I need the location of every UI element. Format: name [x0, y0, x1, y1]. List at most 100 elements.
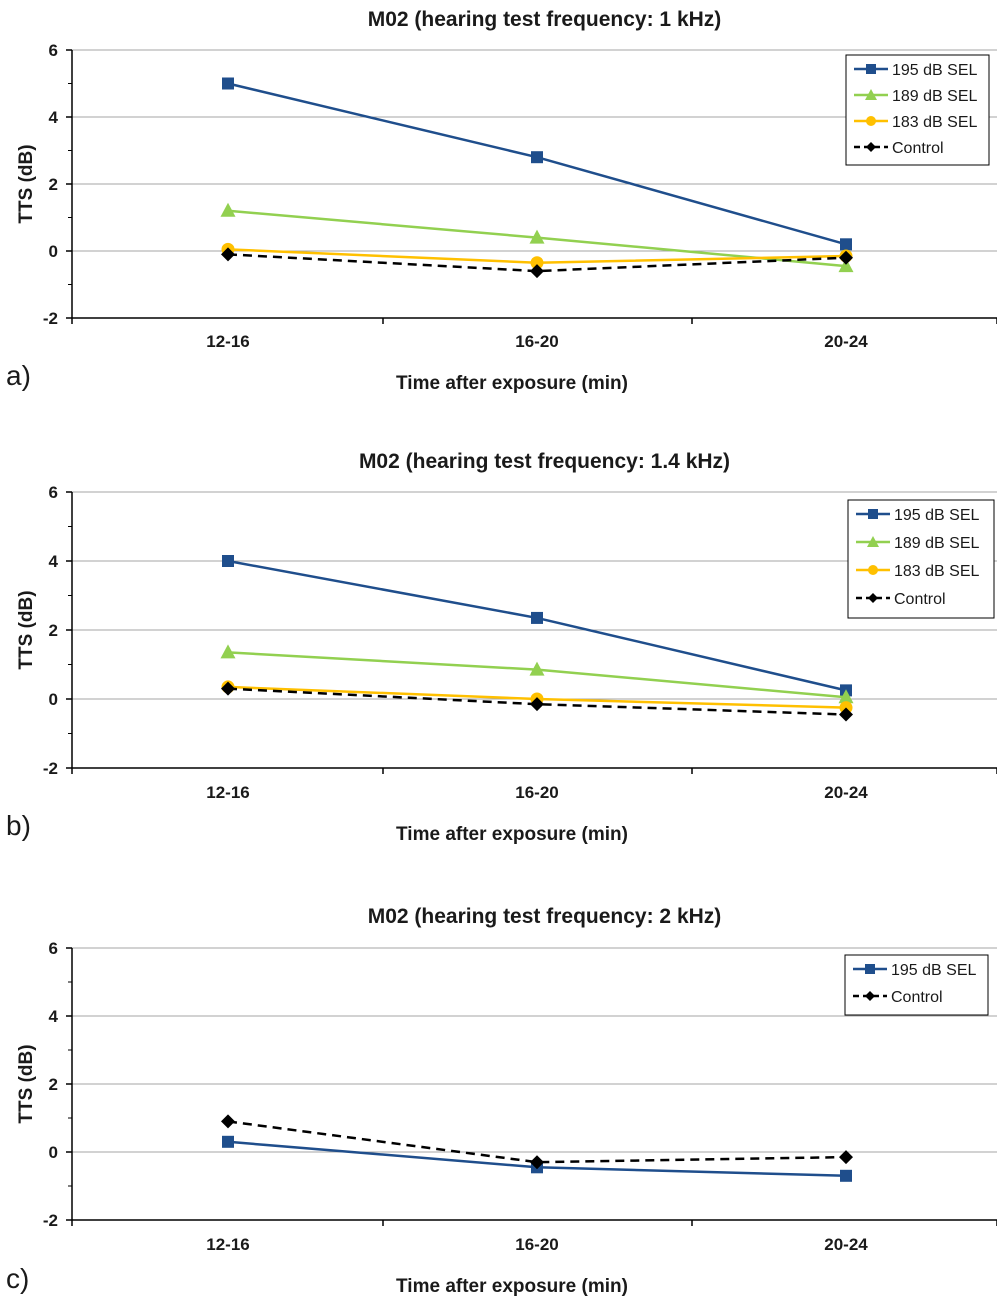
chart-title: M02 (hearing test frequency: 2 kHz): [368, 905, 722, 928]
data-point: [530, 1155, 544, 1170]
data-point: [220, 202, 236, 217]
legend-swatch-marker: [866, 142, 876, 152]
chart-title: M02 (hearing test frequency: 1.4 kHz): [359, 450, 730, 473]
data-point: [838, 689, 854, 704]
legend-label: 183 dB SEL: [894, 563, 980, 580]
legend-item: Control: [856, 591, 946, 608]
legend-label: 195 dB SEL: [891, 962, 977, 979]
chart-title: M02 (hearing test frequency: 1 kHz): [368, 8, 722, 31]
legend-item: 189 dB SEL: [854, 88, 978, 105]
data-point: [529, 229, 545, 244]
data-point: [220, 644, 236, 659]
data-point: [839, 250, 853, 265]
data-point: [531, 151, 543, 164]
data-point: [222, 555, 234, 567]
legend-item: Control: [853, 989, 943, 1006]
data-point: [839, 1150, 853, 1165]
data-point: [840, 238, 852, 251]
series-control: [221, 1114, 853, 1170]
y-tick-label: 0: [49, 1143, 58, 1162]
legend-item: 195 dB SEL: [853, 962, 977, 979]
legend-swatch-marker: [868, 509, 878, 519]
data-point: [222, 1135, 234, 1148]
series-line: [227, 1120, 847, 1164]
y-tick-label: 6: [49, 939, 58, 958]
panel-label: b): [6, 810, 31, 841]
series-control: [221, 681, 853, 722]
series-189-db-sel: [220, 202, 854, 273]
y-tick-label: 2: [49, 621, 58, 640]
x-tick-label: 16-20: [515, 332, 558, 351]
legend: 195 dB SEL Control: [844, 954, 989, 1016]
series-189-db-sel: [220, 644, 854, 704]
panel-label: c): [6, 1263, 29, 1294]
legend-item: Control: [854, 140, 944, 157]
legend-swatch-marker: [868, 565, 878, 575]
chart-svg: M02 (hearing test frequency: 1 kHz) -2 0 2 4…: [6, 8, 997, 394]
y-tick-label: -2: [43, 309, 58, 328]
series-195-db-sel: [222, 77, 852, 251]
chart-svg: M02 (hearing test frequency: 1.4 kHz) -2 0…: [6, 450, 997, 845]
data-point: [222, 77, 234, 90]
y-tick-label: 4: [49, 552, 59, 571]
x-tick-label: 16-20: [515, 1235, 558, 1254]
legend: 195 dB SEL 189 dB SEL 183 dB SEL Control: [847, 499, 995, 619]
legend-label: 189 dB SEL: [892, 88, 978, 105]
legend-item: 183 dB SEL: [854, 114, 978, 131]
x-tick-label: 12-16: [206, 1235, 249, 1254]
legend-item: 183 dB SEL: [856, 563, 980, 580]
y-tick-label: 4: [49, 1007, 59, 1026]
y-tick-label: -2: [43, 759, 58, 778]
panel-label: a): [6, 360, 31, 391]
legend-label: 189 dB SEL: [894, 535, 980, 552]
legend-label: 183 dB SEL: [892, 114, 978, 131]
x-tick-label: 16-20: [515, 783, 558, 802]
y-axis-label: TTS (dB): [16, 590, 37, 669]
y-axis-label: TTS (dB): [16, 1044, 37, 1123]
legend-label: Control: [892, 140, 944, 157]
legend-swatch-marker: [866, 64, 876, 74]
y-tick-label: -2: [43, 1211, 58, 1230]
legend-label: Control: [894, 591, 946, 608]
legend-label: Control: [891, 989, 943, 1006]
y-tick-label: 6: [49, 483, 58, 502]
series-line: [227, 687, 847, 716]
x-tick-label: 20-24: [824, 783, 868, 802]
data-point: [839, 707, 853, 722]
data-point: [530, 264, 544, 279]
x-tick-label: 12-16: [206, 332, 249, 351]
series-control: [221, 247, 853, 279]
y-tick-label: 2: [49, 1075, 58, 1094]
legend-label: 195 dB SEL: [892, 62, 978, 79]
legend-swatch-marker: [865, 89, 877, 100]
legend-swatch-marker: [865, 964, 875, 974]
legend-item: 189 dB SEL: [856, 535, 980, 552]
x-axis-label: Time after exposure (min): [396, 1276, 628, 1297]
data-point: [529, 661, 545, 676]
legend-swatch-marker: [865, 991, 875, 1001]
x-tick-label: 20-24: [824, 332, 868, 351]
series-line: [227, 82, 847, 246]
legend-item: 195 dB SEL: [854, 62, 978, 79]
data-point: [530, 256, 544, 270]
data-point: [221, 1114, 235, 1129]
data-point: [221, 247, 235, 262]
x-tick-label: 12-16: [206, 783, 249, 802]
legend-label: 195 dB SEL: [894, 507, 980, 524]
data-point: [838, 258, 854, 273]
legend-item: 195 dB SEL: [856, 507, 980, 524]
chart-svg: M02 (hearing test frequency: 2 kHz) -2 0 2 4…: [6, 905, 997, 1297]
legend-swatch-marker: [867, 536, 879, 547]
chart-panel-c: M02 (hearing test frequency: 2 kHz) -2 0 2 4…: [0, 896, 997, 1297]
x-axis-label: Time after exposure (min): [396, 373, 628, 394]
data-point: [530, 697, 544, 712]
x-tick-label: 20-24: [824, 1235, 868, 1254]
data-point: [840, 1169, 852, 1182]
legend-swatch-marker: [868, 593, 878, 603]
data-point: [221, 681, 235, 696]
y-tick-label: 6: [49, 41, 58, 60]
y-tick-label: 0: [49, 690, 58, 709]
y-axis-label: TTS (dB): [16, 144, 37, 223]
chart-panel-a: M02 (hearing test frequency: 1 kHz) -2 0 2 4…: [0, 0, 997, 430]
series-line: [227, 253, 847, 273]
